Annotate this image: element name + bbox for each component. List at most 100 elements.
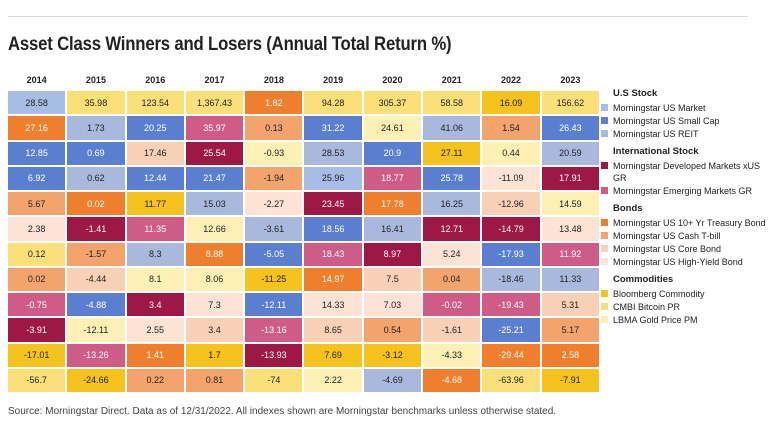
return-cell: 2.58 (541, 343, 599, 367)
return-cell: 8.88 (185, 242, 244, 266)
return-cell: 305.37 (363, 91, 422, 115)
legend-swatch (601, 187, 608, 194)
return-cell: 16.41 (363, 217, 422, 241)
return-cell: 11.35 (126, 217, 184, 241)
return-cell: -3.12 (363, 343, 422, 367)
return-cell: -4.68 (423, 368, 481, 392)
return-cell: -13.26 (67, 343, 125, 367)
return-cell: -25.21 (482, 318, 540, 342)
legend-group: U.S Stock Morningstar US Market Morningsta… (601, 88, 771, 140)
return-cell: -29.44 (482, 343, 540, 367)
legend-swatch (601, 104, 608, 111)
return-cell: 18.43 (304, 242, 362, 266)
return-cell: 20.25 (126, 116, 184, 140)
return-cell: 8.06 (185, 267, 244, 291)
return-cell: 6.92 (8, 166, 66, 190)
source-footnote: Source: Morningstar Direct. Data as of 1… (8, 406, 557, 417)
legend-swatch (601, 316, 608, 323)
return-cell: -4.33 (423, 343, 481, 367)
top-divider (8, 16, 748, 17)
return-cell: 1.7 (185, 343, 244, 367)
legend-label: Morningstar US High-Yield Bond (613, 257, 743, 267)
return-cell: -3.61 (245, 217, 303, 241)
return-cell: -63.96 (482, 368, 540, 392)
legend-item: Bloomberg Commodity (601, 288, 771, 300)
return-cell: 0.44 (482, 141, 540, 165)
return-cell: 26.43 (541, 116, 599, 140)
return-cell: 1.41 (126, 343, 184, 367)
legend-swatch (601, 290, 608, 297)
return-cell: -74 (245, 368, 303, 392)
return-cell: -24.66 (67, 368, 125, 392)
return-cell: 0.69 (67, 141, 125, 165)
returns-grid: 2014 28.58 27.16 12.85 6.92 5.67 2.38 0.12 0.02-… (8, 72, 599, 392)
year-header: 2016 (145, 74, 166, 85)
return-cell: 123.54 (126, 91, 184, 115)
legend-item: LBMA Gold Price PM (601, 314, 771, 326)
return-cell: 41.06 (423, 116, 481, 140)
return-cell: -0.02 (423, 293, 481, 317)
return-cell: 0.22 (126, 368, 184, 392)
return-cell: 12.71 (423, 217, 481, 241)
return-cell: 0.62 (67, 166, 125, 190)
legend-swatch (601, 245, 608, 252)
legend-label: Morningstar Developed Markets xUS GR (613, 161, 761, 183)
return-cell: 2.55 (126, 318, 184, 342)
legend-label: Morningstar US Cash T-bill (613, 231, 721, 241)
legend-item: Morningstar US 10+ Yr Treasury Bond (601, 217, 771, 229)
return-cell: -3.91 (8, 318, 66, 342)
return-cell: 0.02 (8, 267, 66, 291)
return-cell: 5.17 (541, 318, 599, 342)
return-cell: 3.4 (126, 293, 184, 317)
return-cell: -4.44 (67, 267, 125, 291)
legend-label: LBMA Gold Price PM (613, 315, 698, 325)
legend-label: CMBI Bitcoin PR (613, 302, 681, 312)
return-cell: 31.22 (304, 116, 362, 140)
return-cell: 20.59 (541, 141, 599, 165)
return-cell: 12.66 (185, 217, 244, 241)
return-cell: -13.93 (245, 343, 303, 367)
return-cell: 25.96 (304, 166, 362, 190)
return-cell: 27.11 (423, 141, 481, 165)
return-cell: 2.22 (304, 368, 362, 392)
return-cell: 17.78 (363, 192, 422, 216)
return-cell: -0.93 (245, 141, 303, 165)
return-cell: 8.97 (363, 242, 422, 266)
return-cell: 11.77 (126, 192, 184, 216)
return-cell: 0.54 (363, 318, 422, 342)
return-cell: 7.03 (363, 293, 422, 317)
return-cell: 94.28 (304, 91, 362, 115)
return-cell: 0.13 (245, 116, 303, 140)
legend-group-title: International Stock (613, 146, 699, 157)
return-cell: -18.46 (482, 267, 540, 291)
return-cell: 11.33 (541, 267, 599, 291)
return-cell: 21.47 (185, 166, 244, 190)
return-cell: 1.82 (245, 91, 303, 115)
return-cell: 11.92 (541, 242, 599, 266)
return-cell: -12.11 (67, 318, 125, 342)
return-cell: 13.48 (541, 217, 599, 241)
return-cell: 35.98 (67, 91, 125, 115)
return-cell: -4.69 (363, 368, 422, 392)
return-cell: 18.77 (363, 166, 422, 190)
return-cell: 8.65 (304, 318, 362, 342)
return-cell: 25.78 (423, 166, 481, 190)
return-cell: 15.03 (185, 192, 244, 216)
return-cell: -1.57 (67, 242, 125, 266)
return-cell: 0.02 (67, 192, 125, 216)
return-cell: 12.44 (126, 166, 184, 190)
legend-label: Morningstar US REIT (613, 129, 699, 139)
return-cell: -7.91 (541, 368, 599, 392)
year-header: 2020 (382, 74, 403, 85)
legend-item: Morningstar US Core Bond (601, 243, 771, 255)
year-header: 2018 (263, 74, 284, 85)
legend-label: Morningstar US Core Bond (613, 244, 722, 254)
return-cell: -17.01 (8, 343, 66, 367)
legend-group-title: U.S Stock (613, 88, 658, 99)
return-cell: -19.43 (482, 293, 540, 317)
legend-group: Commodities Bloomberg Commodity CMBI Bitco… (601, 274, 771, 326)
return-cell: -13.16 (245, 318, 303, 342)
legend-swatch (601, 117, 608, 124)
return-cell: -0.75 (8, 293, 66, 317)
return-cell: 8.3 (126, 242, 184, 266)
